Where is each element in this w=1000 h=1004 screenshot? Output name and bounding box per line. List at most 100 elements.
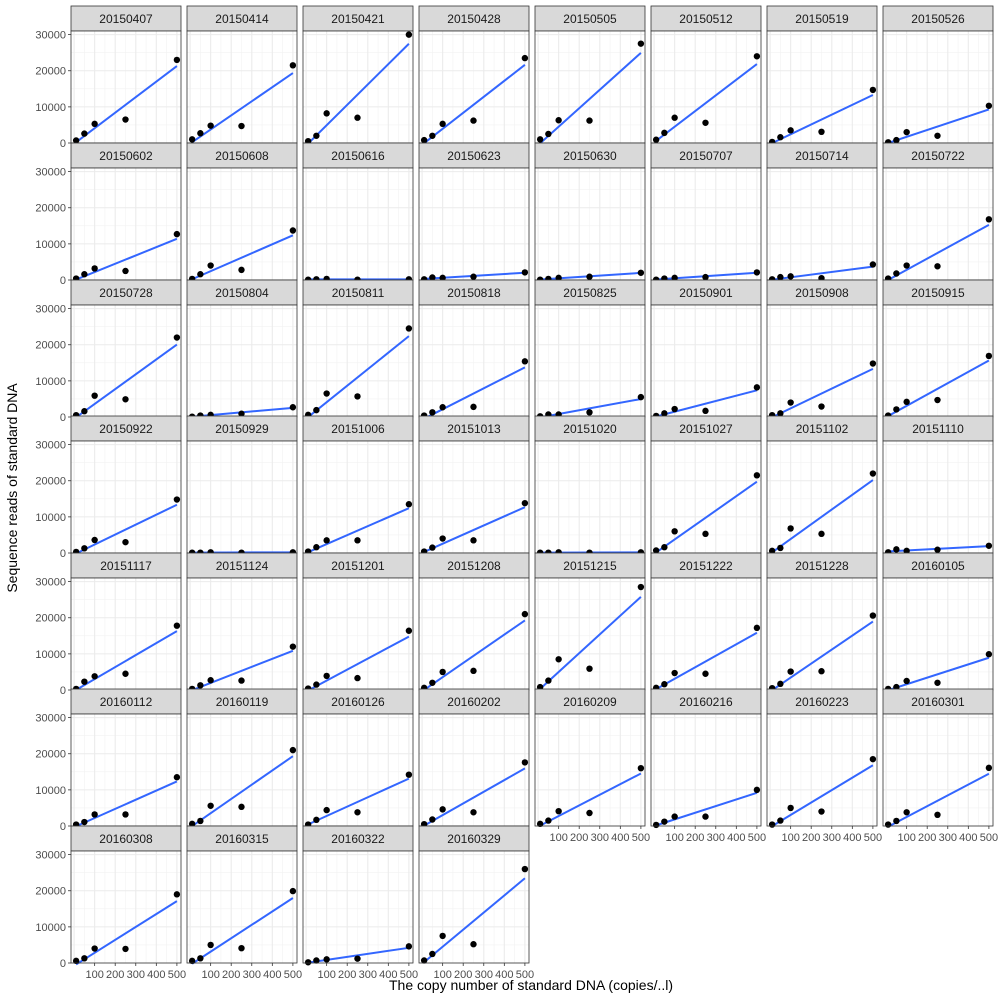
data-point: [91, 811, 97, 817]
data-point: [354, 809, 360, 815]
data-point: [893, 270, 899, 276]
data-point: [787, 127, 793, 133]
data-point: [122, 396, 128, 402]
panel-background: [187, 305, 297, 417]
data-point: [754, 384, 760, 390]
facet-panel-20150519: 20150519: [767, 6, 877, 145]
x-tick-label: 500: [168, 969, 186, 981]
data-point: [522, 500, 528, 506]
facet-strip-label: 20150519: [795, 12, 849, 26]
data-point: [122, 539, 128, 545]
data-point: [354, 955, 360, 961]
data-point: [671, 528, 677, 534]
data-point: [787, 668, 793, 674]
facet-strip-label: 20150428: [447, 12, 501, 26]
data-point: [777, 545, 783, 551]
data-point: [787, 805, 793, 811]
y-tick-label: 20000: [35, 203, 66, 215]
data-point: [323, 673, 329, 679]
data-point: [290, 227, 296, 233]
data-point: [638, 765, 644, 771]
facet-strip-label: 20151215: [563, 559, 617, 573]
data-point: [903, 262, 909, 268]
data-point: [81, 271, 87, 277]
x-tick-label: 400: [495, 969, 513, 981]
data-point: [313, 133, 319, 139]
facet-strip-label: 20160105: [911, 559, 965, 573]
facet-panel-20151208: 20151208: [419, 553, 529, 691]
facet-panel-20151215: 20151215: [535, 553, 645, 690]
panel-background: [419, 305, 529, 417]
facet-panel-20151124: 20151124: [187, 553, 297, 692]
data-point: [671, 115, 677, 121]
data-point: [903, 678, 909, 684]
panel-background: [303, 851, 413, 963]
facet-strip-label: 20151013: [447, 422, 501, 436]
facet-panel-20150714: 20150714: [767, 143, 877, 282]
data-point: [522, 759, 528, 765]
x-tick-label: 100: [317, 969, 335, 981]
y-tick-label: 20000: [35, 66, 66, 78]
data-point: [903, 399, 909, 405]
panel-background: [187, 168, 297, 280]
facet-strip-label: 20160308: [99, 832, 153, 846]
x-tick-label: 100: [549, 832, 567, 844]
data-point: [174, 334, 180, 340]
panel-background: [71, 441, 181, 553]
x-tick-label: 500: [864, 832, 882, 844]
data-point: [207, 122, 213, 128]
facet-panel-20150623: 20150623: [419, 143, 529, 282]
data-point: [290, 643, 296, 649]
data-point: [769, 821, 775, 827]
data-point: [777, 134, 783, 140]
x-tick-label: 500: [400, 969, 418, 981]
data-point: [207, 262, 213, 268]
facet-strip-label: 20150922: [99, 422, 153, 436]
facet-panel-20151013: 20151013: [419, 416, 529, 555]
facet-strip-label: 20151102: [796, 422, 849, 436]
y-axis-label: Sequence reads of standard DNA: [4, 383, 20, 593]
data-point: [777, 681, 783, 687]
data-point: [638, 584, 644, 590]
data-point: [207, 677, 213, 683]
data-point: [290, 747, 296, 753]
data-point: [439, 121, 445, 127]
data-point: [702, 671, 708, 677]
facet-panel-20150707: 20150707: [651, 143, 761, 283]
data-point: [174, 57, 180, 63]
facet-strip-label: 20150804: [215, 286, 269, 300]
x-tick-label: 200: [686, 832, 704, 844]
facet-panel-20151110: 20151110: [883, 416, 993, 555]
y-tick-label: 0: [60, 958, 66, 970]
panel-background: [303, 168, 413, 280]
data-point: [934, 133, 940, 139]
data-point: [354, 537, 360, 543]
data-point: [290, 888, 296, 894]
data-point: [787, 399, 793, 405]
facet-strip-label: 20150908: [795, 286, 849, 300]
x-tick-label: 400: [959, 832, 977, 844]
data-point: [313, 817, 319, 823]
facet-strip-label: 20160301: [911, 695, 965, 709]
data-point: [197, 818, 203, 824]
data-point: [174, 231, 180, 237]
y-tick-label: 30000: [35, 167, 66, 179]
panel-background: [303, 578, 413, 690]
facet-panel-20150901: 20150901: [651, 280, 761, 419]
data-point: [702, 408, 708, 414]
facet-panel-20150526: 20150526: [883, 6, 993, 145]
data-point: [439, 669, 445, 675]
data-point: [323, 956, 329, 962]
data-point: [290, 404, 296, 410]
data-point: [406, 943, 412, 949]
data-point: [122, 116, 128, 122]
data-point: [91, 392, 97, 398]
data-point: [671, 813, 677, 819]
data-point: [313, 544, 319, 550]
facet-strip-label: 20151020: [563, 422, 617, 436]
